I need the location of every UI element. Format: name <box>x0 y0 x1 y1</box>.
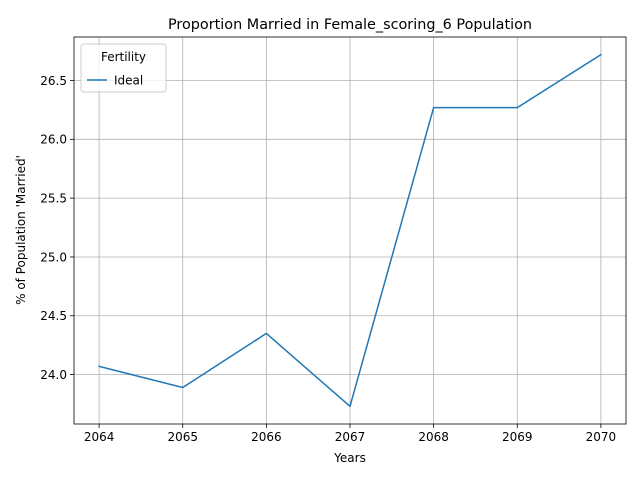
y-tick-label: 25.5 <box>40 191 67 205</box>
x-axis: 2064 2065 2066 2067 2068 2069 2070 <box>84 424 616 444</box>
x-tick-label: 2067 <box>335 430 366 444</box>
x-tick-label: 2065 <box>167 430 198 444</box>
legend-title: Fertility <box>101 50 146 64</box>
y-axis-label: % of Population 'Married' <box>14 155 28 305</box>
y-tick-label: 26.0 <box>40 133 67 147</box>
x-tick-label: 2068 <box>418 430 449 444</box>
x-tick-label: 2066 <box>251 430 282 444</box>
grid <box>74 37 626 424</box>
x-tick-label: 2070 <box>586 430 617 444</box>
y-axis: 24.0 24.5 25.0 25.5 26.0 26.5 <box>40 74 74 382</box>
x-axis-label: Years <box>333 451 366 465</box>
y-tick-label: 24.0 <box>40 368 67 382</box>
x-tick-label: 2064 <box>84 430 115 444</box>
chart-title: Proportion Married in Female_scoring_6 P… <box>168 17 532 33</box>
series-line-ideal <box>98 53 602 408</box>
y-tick-label: 25.0 <box>40 250 67 264</box>
legend-label-ideal: Ideal <box>114 74 143 88</box>
series-layer <box>98 53 602 408</box>
y-tick-label: 24.5 <box>40 309 67 323</box>
legend: Fertility Ideal <box>80 43 167 93</box>
x-tick-label: 2069 <box>502 430 533 444</box>
y-tick-label: 26.5 <box>40 74 67 88</box>
